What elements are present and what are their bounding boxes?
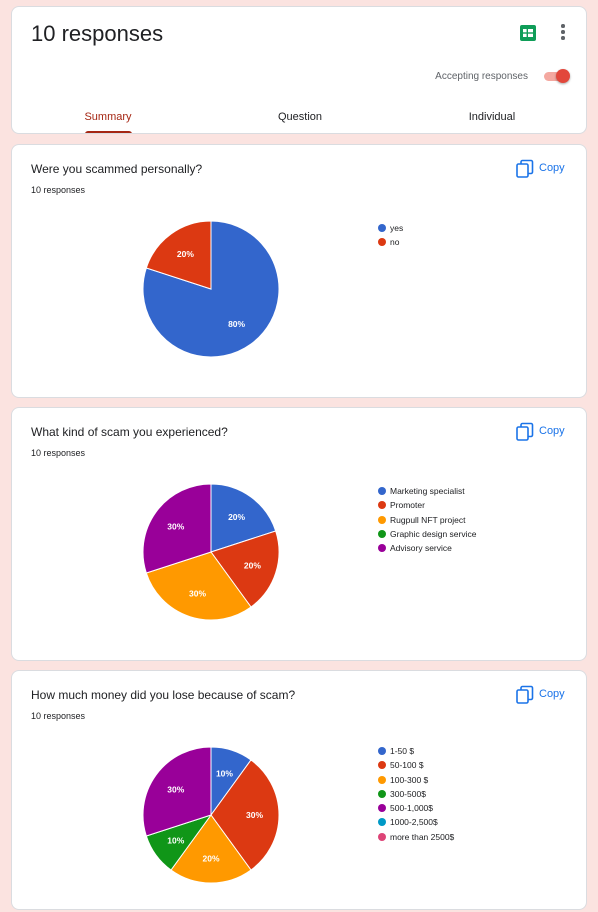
legend-label: Graphic design service — [390, 528, 477, 539]
question-response-count: 10 responses — [31, 448, 86, 458]
active-tab-indicator — [85, 131, 132, 133]
pie-slice-500-1-000- — [142, 746, 212, 837]
pie-slice-label: 30% — [246, 810, 263, 820]
legend-dot — [378, 789, 386, 798]
pie-slice-50-100- — [210, 759, 280, 871]
legend-dot — [378, 529, 386, 538]
copy-label: Copy — [539, 162, 565, 174]
pie-slice-yes — [142, 220, 280, 358]
legend-label: Advisory service — [390, 543, 452, 554]
legend-label: Rugpull NFT project — [390, 514, 466, 525]
google-sheets-icon[interactable] — [520, 25, 536, 41]
question-response-count: 10 responses — [31, 185, 86, 195]
summary-header-card: 10 responses Accepting responses Summary… — [11, 6, 587, 134]
copy-icon — [516, 159, 534, 178]
legend-label: 1000-2,500$ — [390, 817, 438, 828]
pie-slice-label: 80% — [228, 319, 245, 329]
pie-slice-label: 20% — [228, 512, 245, 522]
legend-dot — [378, 544, 386, 553]
pie-slice-label: 10% — [167, 836, 184, 846]
pie-slice-label: 10% — [216, 769, 233, 779]
accepting-responses-toggle[interactable] — [542, 67, 572, 85]
pie-slice-label: 20% — [177, 249, 194, 259]
pie-slice-advisory-service — [142, 483, 212, 574]
legend-label: 100-300 $ — [390, 774, 429, 785]
pie-chart: 20% 20% 30% 30% — [142, 483, 280, 621]
pie-slice-promoter — [210, 530, 280, 608]
legend-dot — [378, 747, 386, 755]
question-card-money-lost: How much money did you lose because of s… — [11, 670, 587, 910]
legend-label: 300-500$ — [390, 788, 426, 799]
copy-icon — [516, 422, 534, 441]
question-title: Were you scammed personally? — [31, 162, 203, 176]
accepting-responses-label: Accepting responses — [435, 71, 528, 82]
question-title: What kind of scam you experienced? — [31, 425, 228, 439]
pie-slice-label: 30% — [167, 521, 184, 531]
pie-chart: 10% 30% 20% 10% 30% — [142, 746, 280, 884]
tab-individual[interactable]: Individual — [468, 111, 516, 123]
responses-count-title: 10 responses — [31, 21, 164, 46]
more-vert-icon[interactable] — [560, 24, 566, 42]
pie-slice-label: 20% — [244, 560, 261, 570]
legend-dot — [378, 832, 386, 841]
legend-dot — [378, 224, 386, 232]
legend-dot — [378, 238, 386, 247]
legend-label: Marketing specialist — [390, 486, 465, 496]
copy-label: Copy — [539, 688, 565, 700]
legend-dot — [378, 487, 386, 495]
legend-label: 500-1,000$ — [390, 803, 434, 814]
legend-dot — [378, 761, 386, 770]
question-response-count: 10 responses — [31, 711, 86, 721]
legend-dot — [378, 515, 386, 524]
legend-label: yes — [390, 223, 404, 233]
legend-label: more than 2500$ — [390, 831, 455, 842]
pie-slice-no — [145, 220, 212, 290]
legend-label: 1-50 $ — [390, 746, 415, 756]
legend-dot — [378, 501, 386, 510]
question-title: How much money did you lose because of s… — [31, 688, 296, 702]
legend-label: no — [390, 237, 400, 248]
question-card-scam-kind: What kind of scam you experienced? 10 re… — [11, 407, 587, 661]
pie-slice-label: 30% — [189, 588, 206, 598]
pie-slice-rugpull-nft-project — [145, 551, 252, 621]
legend-label: 50-100 $ — [390, 760, 424, 771]
pie-slice-label: 20% — [202, 854, 219, 864]
legend-dot — [378, 818, 386, 827]
copy-icon — [516, 685, 534, 704]
pie-chart: 80% 20% — [142, 220, 280, 358]
pie-slice-marketing-specialist — [210, 483, 277, 553]
pie-slice-label: 30% — [167, 784, 184, 794]
pie-slice-100-300- — [170, 814, 252, 884]
legend-label: Promoter — [390, 500, 425, 511]
tab-question[interactable]: Question — [277, 111, 323, 123]
legend-dot — [378, 804, 386, 813]
tab-summary[interactable]: Summary — [84, 111, 132, 123]
question-card-scammed-personally: Were you scammed personally? 10 response… — [11, 144, 587, 398]
copy-label: Copy — [539, 425, 565, 437]
legend-dot — [378, 775, 386, 784]
